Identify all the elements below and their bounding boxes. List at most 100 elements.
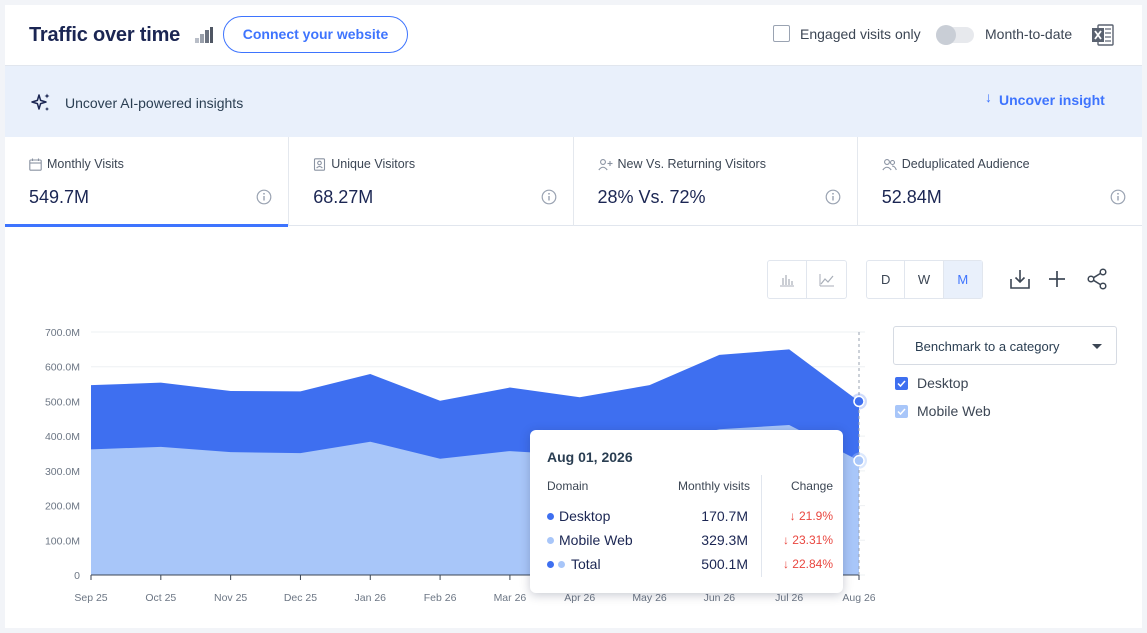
- plus-icon[interactable]: [1046, 268, 1068, 290]
- desktop-hover-point: [853, 395, 865, 408]
- connect-website-button[interactable]: Connect your website: [223, 16, 408, 53]
- info-icon[interactable]: [541, 189, 557, 205]
- x-tick-label: Apr 26: [564, 592, 595, 604]
- chart-tooltip: Aug 01, 2026 Domain Monthly visits Chang…: [530, 430, 843, 593]
- engaged-visits-label: Engaged visits only: [800, 25, 921, 42]
- tooltip-divider: [761, 475, 762, 577]
- tab-label: Deduplicated Audience: [901, 157, 1030, 171]
- tooltip-row-mobile-web: Mobile Web 329.3M ↓ 23.31%: [547, 531, 833, 551]
- change-value: 22.84%: [792, 557, 833, 571]
- insights-text: Uncover AI-powered insights: [65, 95, 244, 111]
- x-tick-label: Aug 26: [842, 592, 875, 604]
- x-tick-label: Oct 25: [145, 592, 176, 604]
- x-tick-label: Nov 25: [214, 592, 247, 604]
- legend-mobile-web[interactable]: Mobile Web: [895, 403, 991, 419]
- metric-tabs: Monthly Visits 549.7M Unique Visitors 68…: [5, 137, 1142, 227]
- x-tick-label: Sep 25: [74, 592, 107, 604]
- bar-chart-icon: [780, 274, 794, 286]
- x-tick-label: May 26: [632, 592, 667, 604]
- x-tick-label: Mar 26: [494, 592, 527, 604]
- arrow-down-icon: ↓: [782, 557, 793, 571]
- x-tick-label: Dec 25: [284, 592, 317, 604]
- tab-value: 68.27M: [313, 187, 374, 207]
- checkbox-checked-icon[interactable]: [895, 404, 908, 418]
- y-tick-label: 600.0M: [45, 362, 80, 374]
- tooltip-row-change: ↓ 21.9%: [790, 509, 833, 523]
- tab-label: Unique Visitors: [331, 157, 416, 171]
- tooltip-date: Aug 01, 2026: [547, 449, 633, 465]
- mobile-web-hover-point: [853, 454, 865, 467]
- card-header: Traffic over time Connect your website E…: [5, 5, 1142, 65]
- bar-rank-icon: [195, 27, 213, 43]
- tab-deduplicated-audience[interactable]: Deduplicated Audience 52.84M: [858, 137, 1142, 226]
- engaged-visits-toggle[interactable]: Engaged visits only: [773, 25, 921, 42]
- tooltip-row-name: Desktop: [559, 508, 611, 524]
- arrow-down-icon: ↓: [789, 509, 799, 523]
- x-tick-label: Feb 26: [424, 592, 457, 604]
- mobile-web-dot-icon: [558, 561, 565, 568]
- desktop-dot-icon: [547, 513, 554, 520]
- tooltip-col-change: Change: [790, 479, 833, 493]
- id-card-icon: [314, 157, 326, 171]
- engaged-visits-checkbox[interactable]: [773, 25, 790, 42]
- users-icon: [882, 158, 897, 170]
- chevron-down-icon: [1092, 344, 1102, 349]
- switch-knob: [936, 25, 956, 45]
- month-to-date-switch[interactable]: [936, 25, 974, 45]
- info-icon[interactable]: [256, 189, 272, 205]
- chart-type-switch: [767, 260, 847, 299]
- y-tick-label: 100.0M: [45, 535, 80, 547]
- y-tick-label: 700.0M: [45, 327, 80, 339]
- legend-label: Desktop: [917, 375, 969, 391]
- y-tick-label: 400.0M: [45, 431, 80, 443]
- calendar-icon: [29, 158, 42, 171]
- granularity-day-button[interactable]: D: [867, 261, 906, 298]
- tooltip-row-value: 170.7M: [701, 508, 748, 524]
- granularity-week-button[interactable]: W: [905, 261, 944, 298]
- y-tick-label: 200.0M: [45, 501, 80, 513]
- bar-chart-button[interactable]: [768, 261, 807, 298]
- tooltip-row-value: 500.1M: [701, 556, 748, 572]
- benchmark-dropdown[interactable]: Benchmark to a category: [893, 326, 1117, 365]
- change-value: 23.31%: [792, 533, 833, 547]
- change-value: 21.9%: [798, 509, 833, 523]
- tab-value: 549.7M: [29, 187, 90, 207]
- line-chart-button[interactable]: [807, 261, 846, 298]
- granularity-switch: D W M: [866, 260, 983, 299]
- download-icon[interactable]: [1009, 268, 1031, 290]
- page-title: Traffic over time: [29, 24, 181, 46]
- checkbox-checked-icon[interactable]: [895, 376, 908, 390]
- tab-monthly-visits[interactable]: Monthly Visits 549.7M: [5, 137, 290, 227]
- benchmark-label: Benchmark to a category: [915, 339, 1060, 354]
- y-tick-label: 0: [74, 570, 80, 582]
- mobile-web-dot-icon: [547, 537, 554, 544]
- line-chart-icon: [819, 273, 834, 286]
- sparkle-icon: [31, 93, 50, 111]
- x-tick-label: Jul 26: [775, 592, 803, 604]
- excel-export-icon[interactable]: [1091, 23, 1115, 47]
- info-icon[interactable]: [825, 189, 841, 205]
- tooltip-col-visits: Monthly visits: [677, 479, 750, 493]
- ai-insights-bar: Uncover AI-powered insights ↓ Uncover in…: [5, 65, 1142, 137]
- tab-value: 28% Vs. 72%: [597, 187, 706, 207]
- tab-value: 52.84M: [881, 187, 942, 207]
- x-tick-label: Jun 26: [704, 592, 736, 604]
- y-tick-label: 300.0M: [45, 466, 80, 478]
- granularity-month-button[interactable]: M: [943, 261, 983, 298]
- legend-label: Mobile Web: [917, 403, 991, 419]
- tab-new-vs-returning[interactable]: New Vs. Returning Visitors 28% Vs. 72%: [574, 137, 858, 226]
- info-icon[interactable]: [1110, 189, 1126, 205]
- legend-desktop[interactable]: Desktop: [895, 375, 968, 391]
- tab-unique-visitors[interactable]: Unique Visitors 68.27M: [289, 137, 574, 226]
- tooltip-row-total: Total 500.1M ↓ 22.84%: [547, 555, 833, 575]
- uncover-insight-button[interactable]: ↓ Uncover insight: [985, 89, 1105, 108]
- tooltip-row-name: Total: [571, 556, 601, 572]
- arrow-down-icon: ↓: [782, 533, 793, 547]
- share-icon[interactable]: [1086, 268, 1108, 290]
- month-to-date-label: Month-to-date: [985, 26, 1073, 42]
- uncover-insight-label: Uncover insight: [999, 92, 1105, 108]
- traffic-card: Traffic over time Connect your website E…: [5, 5, 1142, 628]
- tooltip-row-name: Mobile Web: [559, 532, 633, 548]
- tab-label: Monthly Visits: [47, 157, 124, 171]
- tooltip-row-desktop: Desktop 170.7M ↓ 21.9%: [547, 507, 833, 527]
